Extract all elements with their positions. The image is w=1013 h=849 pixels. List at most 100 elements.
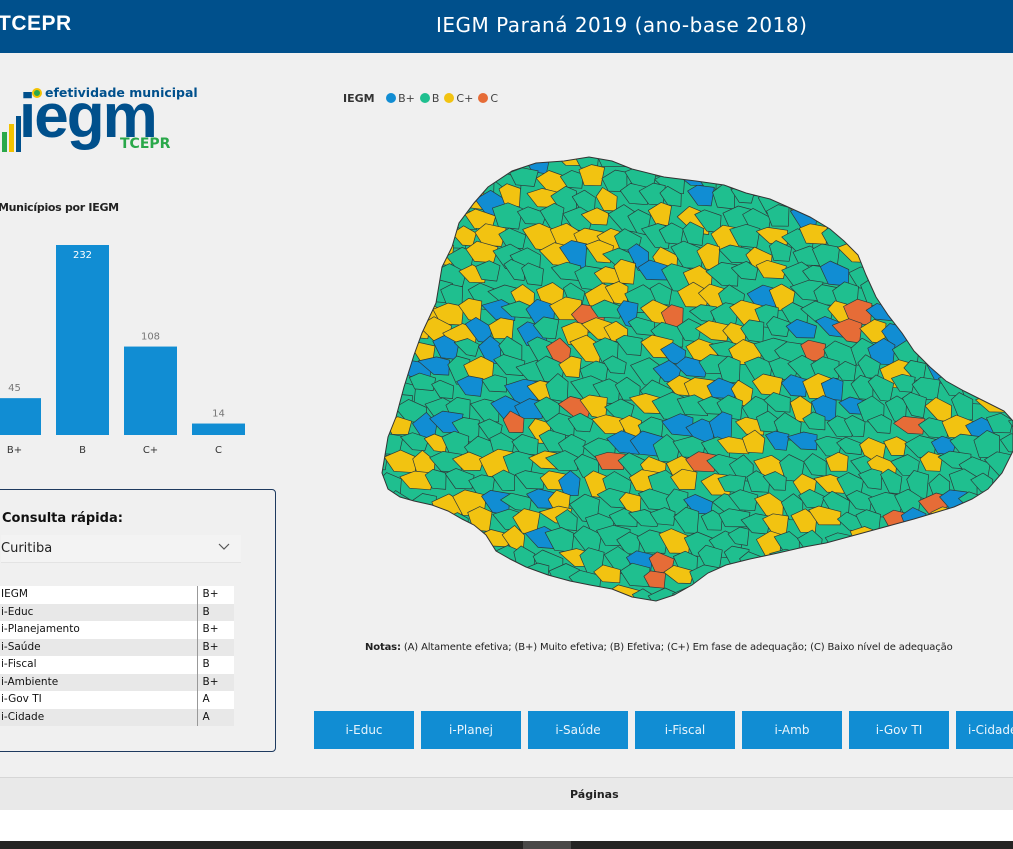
municipality[interactable] [959,220,987,249]
municipality[interactable] [631,588,655,605]
municipality[interactable] [994,245,1013,271]
municipality[interactable] [374,449,388,471]
municipality[interactable] [398,508,425,535]
municipality[interactable] [411,222,433,252]
municipality[interactable] [700,509,723,531]
municipality[interactable] [432,335,460,360]
municipality[interactable] [924,397,952,423]
municipality[interactable] [846,222,872,245]
municipality[interactable] [803,453,827,477]
municipality[interactable] [985,300,1013,321]
municipality[interactable] [998,546,1013,574]
municipality[interactable] [948,320,977,344]
municipality[interactable] [903,244,926,270]
municipality[interactable] [406,155,441,175]
municipality[interactable] [942,605,968,606]
municipality[interactable] [792,550,822,580]
municipality[interactable] [453,338,480,357]
municipality[interactable] [986,262,1013,285]
municipality[interactable] [1000,433,1013,454]
municipality[interactable] [917,227,943,250]
municipality[interactable] [848,189,876,218]
municipality[interactable] [431,155,457,169]
municipality[interactable] [754,492,784,520]
municipality[interactable] [535,584,569,605]
municipality[interactable] [708,411,733,440]
municipality[interactable] [451,525,478,548]
nav-button-i-cidade[interactable]: i-Cidade [956,711,1013,749]
municipality[interactable] [867,220,901,247]
municipality[interactable] [802,411,826,431]
municipality[interactable] [615,334,643,356]
municipality[interactable] [572,525,602,553]
municipality[interactable] [907,203,940,231]
municipality[interactable] [397,246,428,274]
municipality[interactable] [880,582,916,605]
municipality[interactable] [878,246,913,270]
municipality[interactable] [597,603,618,605]
municipality[interactable] [821,155,847,174]
municipality[interactable] [374,304,395,326]
municipality[interactable] [986,412,1013,434]
municipality[interactable] [925,546,959,575]
municipality[interactable] [423,546,446,566]
municipality[interactable] [431,602,464,605]
municipality[interactable] [860,170,893,195]
municipality[interactable] [995,168,1013,190]
municipality[interactable] [658,222,684,245]
municipality[interactable] [445,548,471,575]
municipality[interactable] [410,188,435,217]
municipality[interactable] [421,582,446,605]
municipality[interactable] [533,396,560,423]
municipality[interactable] [999,474,1013,495]
municipality[interactable] [880,468,903,495]
municipality[interactable] [973,586,1000,605]
municipality[interactable] [464,317,493,344]
municipality[interactable] [895,568,924,593]
municipality[interactable] [982,568,1010,595]
municipality[interactable] [578,164,605,187]
municipality[interactable] [857,239,891,267]
municipality[interactable] [752,603,785,605]
municipality[interactable] [992,588,1013,605]
municipality[interactable] [475,155,502,170]
municipality[interactable] [431,379,455,399]
municipality[interactable] [880,208,916,233]
municipality[interactable] [998,357,1013,375]
municipality[interactable] [928,586,955,605]
municipality[interactable] [824,532,852,555]
municipality[interactable] [1007,303,1013,329]
municipality[interactable] [400,168,433,188]
nav-button-i-fiscal[interactable]: i-Fiscal [635,711,735,749]
municipality[interactable] [752,373,783,396]
municipality[interactable] [395,547,426,567]
municipality[interactable] [860,583,896,605]
municipality[interactable] [500,492,532,512]
municipality[interactable] [986,379,1013,405]
municipality[interactable] [602,355,627,375]
municipality[interactable] [962,264,985,285]
municipality[interactable] [969,241,1004,261]
municipality[interactable] [374,169,406,189]
municipality[interactable] [938,258,968,285]
municipality[interactable] [769,240,792,262]
municipality[interactable] [545,373,569,403]
municipality[interactable] [729,223,761,249]
municipality[interactable] [389,568,421,593]
municipality[interactable] [905,547,933,573]
municipality[interactable] [730,260,759,281]
municipality[interactable] [976,315,1006,343]
municipality[interactable] [798,488,825,509]
municipality[interactable] [860,206,887,234]
municipality[interactable] [960,602,992,605]
municipality[interactable] [819,260,850,287]
municipality[interactable] [959,187,983,213]
municipality[interactable] [528,603,553,605]
nav-button-i-sa-de[interactable]: i-Saúde [528,711,628,749]
municipality[interactable] [573,155,600,169]
municipality[interactable] [753,155,776,172]
municipality[interactable] [952,506,981,526]
municipality[interactable] [374,227,396,255]
municipality[interactable] [424,469,447,490]
municipality[interactable] [397,204,430,230]
